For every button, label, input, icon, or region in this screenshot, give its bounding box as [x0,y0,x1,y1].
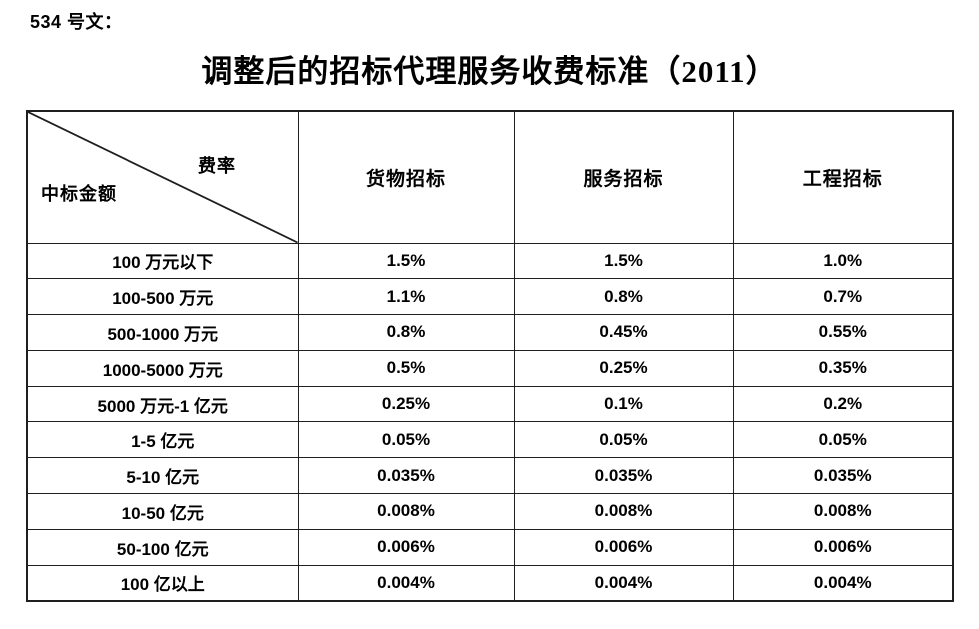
services-rate-cell: 0.1% [513,385,734,423]
goods-rate-cell: 0.25% [297,385,515,423]
corner-label-amount: 中标金额 [41,184,117,204]
amount-range-cell: 5000 万元-1 亿元 [26,385,299,423]
works-rate-cell: 0.35% [732,349,954,387]
header-row: 费率 中标金额 货物招标 服务招标 工程招标 [26,110,954,244]
works-rate-cell: 0.05% [732,421,954,459]
table-row: 10-50 亿元 0.008% 0.008% 0.008% [26,493,954,530]
works-rate-cell: 0.55% [732,314,954,351]
amount-range-cell: 10-50 亿元 [26,493,299,530]
services-rate-cell: 0.004% [513,564,734,602]
services-rate-cell: 0.25% [513,349,734,387]
page-title: 调整后的招标代理服务收费标准（2011） [201,54,778,89]
goods-rate-cell: 0.035% [297,457,515,495]
table-row: 500-1000 万元 0.8% 0.45% 0.55% [26,314,954,351]
amount-range-cell: 1000-5000 万元 [26,349,299,387]
column-header-services: 服务招标 [513,110,734,244]
goods-rate-cell: 1.1% [297,278,515,316]
table-row: 5000 万元-1 亿元 0.25% 0.1% 0.2% [26,385,954,423]
table-row: 1-5 亿元 0.05% 0.05% 0.05% [26,421,954,459]
table-row: 100-500 万元 1.1% 0.8% 0.7% [26,278,954,316]
works-rate-cell: 1.0% [732,242,954,280]
fee-rate-table: 费率 中标金额 货物招标 服务招标 工程招标 100 万元以下 1.5% 1.5… [26,110,954,602]
amount-range-cell: 100 亿以上 [26,564,299,602]
works-rate-cell: 0.2% [732,385,954,423]
works-rate-cell: 0.008% [732,493,954,530]
works-rate-cell: 0.7% [732,278,954,316]
goods-rate-cell: 0.8% [297,314,515,351]
services-rate-cell: 0.45% [513,314,734,351]
amount-range-cell: 500-1000 万元 [26,314,299,351]
goods-rate-cell: 1.5% [297,242,515,280]
services-rate-cell: 1.5% [513,242,734,280]
amount-range-cell: 1-5 亿元 [26,421,299,459]
services-rate-cell: 0.05% [513,421,734,459]
goods-rate-cell: 0.004% [297,564,515,602]
column-header-goods: 货物招标 [297,110,515,244]
corner-label-rate: 费率 [198,156,236,176]
table-row: 100 亿以上 0.004% 0.004% 0.004% [26,564,954,602]
goods-rate-cell: 0.006% [297,528,515,566]
services-rate-cell: 0.008% [513,493,734,530]
works-rate-cell: 0.004% [732,564,954,602]
amount-range-cell: 50-100 亿元 [26,528,299,566]
services-rate-cell: 0.006% [513,528,734,566]
amount-range-cell: 5-10 亿元 [26,457,299,495]
diagonal-line [28,112,298,243]
goods-rate-cell: 0.008% [297,493,515,530]
services-rate-cell: 0.8% [513,278,734,316]
column-header-works: 工程招标 [732,110,954,244]
table-row: 5-10 亿元 0.035% 0.035% 0.035% [26,457,954,495]
works-rate-cell: 0.035% [732,457,954,495]
amount-range-cell: 100 万元以下 [26,242,299,280]
table-row: 50-100 亿元 0.006% 0.006% 0.006% [26,528,954,566]
table-row: 1000-5000 万元 0.5% 0.25% 0.35% [26,349,954,387]
works-rate-cell: 0.006% [732,528,954,566]
doc-number-label: 534 号文： [30,12,123,32]
goods-rate-cell: 0.05% [297,421,515,459]
goods-rate-cell: 0.5% [297,349,515,387]
services-rate-cell: 0.035% [513,457,734,495]
table-row: 100 万元以下 1.5% 1.5% 1.0% [26,242,954,280]
amount-range-cell: 100-500 万元 [26,278,299,316]
corner-header-cell: 费率 中标金额 [26,110,299,244]
